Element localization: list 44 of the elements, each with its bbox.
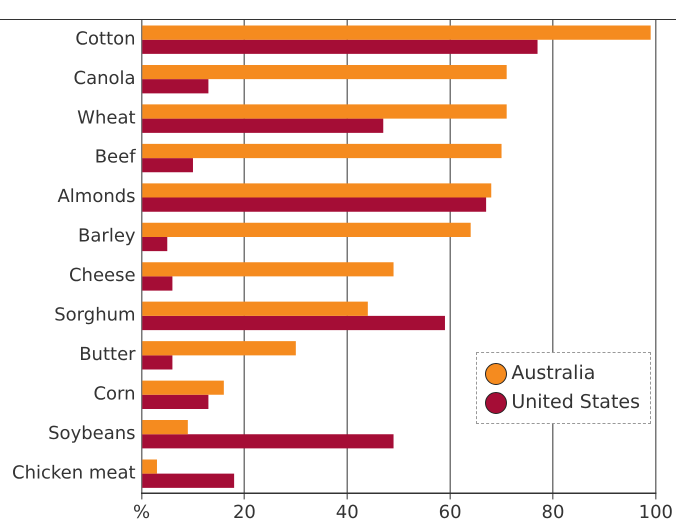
bar: [142, 459, 157, 474]
bar: [142, 79, 208, 94]
bar: [142, 236, 168, 252]
bar: [142, 341, 296, 356]
y-tick-label: Cotton: [75, 28, 136, 50]
bar: [142, 276, 172, 291]
bar: [142, 355, 172, 370]
y-tick-label: Wheat: [77, 107, 136, 128]
bar: [142, 222, 471, 237]
bar: [142, 316, 445, 330]
bar: [142, 394, 208, 409]
bar: [142, 183, 492, 198]
bar: [142, 474, 234, 488]
y-tick-label: Beef: [94, 146, 136, 168]
y-tick-label: Sorghum: [54, 304, 136, 326]
bar: [142, 144, 502, 158]
bar: [142, 380, 224, 395]
y-tick-label: Chicken meat: [12, 462, 136, 484]
bar: [142, 198, 486, 212]
bar: [142, 302, 368, 316]
bar: [142, 118, 384, 133]
x-tick-label: 40: [336, 502, 359, 523]
y-tick-label: Cheese: [68, 265, 136, 286]
bar: [142, 64, 507, 80]
y-tick-label: Almonds: [57, 186, 136, 208]
bar: [142, 158, 193, 172]
x-tick-label: 80: [542, 502, 564, 523]
bar: [142, 40, 538, 54]
bar: [142, 104, 507, 119]
y-tick-label: Canola: [73, 68, 136, 89]
x-tick-label: 100: [638, 502, 673, 523]
x-tick-label: 20: [232, 502, 256, 523]
y-tick-label: Corn: [93, 383, 136, 404]
x-tick-label: %: [133, 502, 150, 523]
bar: [142, 26, 651, 40]
legend-label: United States: [511, 390, 640, 415]
y-tick-label: Butter: [79, 344, 136, 365]
y-tick-label: Barley: [78, 226, 136, 247]
x-tick-label: 60: [438, 502, 462, 523]
legend-label: Australia: [511, 361, 596, 386]
bar: [142, 420, 188, 434]
bar: [142, 434, 394, 448]
y-tick-label: Soybeans: [48, 422, 136, 444]
bar: [142, 262, 394, 276]
